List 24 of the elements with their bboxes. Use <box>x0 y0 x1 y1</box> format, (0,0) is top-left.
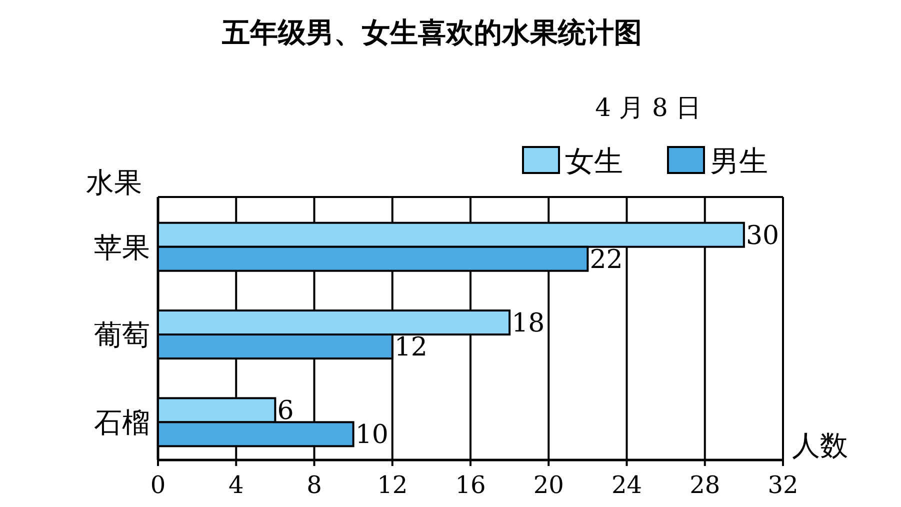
data-label: 22 <box>590 244 623 275</box>
x-tick-label: 20 <box>533 471 564 499</box>
x-tick-label: 0 <box>150 471 166 499</box>
y-tick-label: 葡萄 <box>94 318 150 352</box>
x-tick-label: 28 <box>690 471 720 499</box>
x-tick-label: 12 <box>377 471 408 499</box>
y-tick-label: 苹果 <box>94 230 150 264</box>
data-label: 12 <box>394 332 428 362</box>
chart-subtitle: 4 月 8 日 <box>595 93 701 122</box>
x-tick-label: 24 <box>611 471 642 499</box>
x-tick-label: 32 <box>768 471 798 499</box>
x-tick-label: 16 <box>455 471 486 499</box>
data-label: 30 <box>746 220 780 251</box>
legend-label: 女生 <box>565 144 623 178</box>
data-label: 6 <box>277 396 294 426</box>
x-tick-label: 4 <box>228 471 244 499</box>
y-axis-title: 水果 <box>86 166 142 199</box>
legend-label: 男生 <box>710 144 768 178</box>
x-tick-label: 8 <box>306 471 322 499</box>
y-tick-label: 石榴 <box>94 406 150 440</box>
chart-title: 五年级男、女生喜欢的水果统计图 <box>221 16 642 49</box>
data-label: 18 <box>512 308 545 338</box>
data-label: 10 <box>355 420 388 450</box>
x-axis-title: 人数 <box>792 429 848 462</box>
